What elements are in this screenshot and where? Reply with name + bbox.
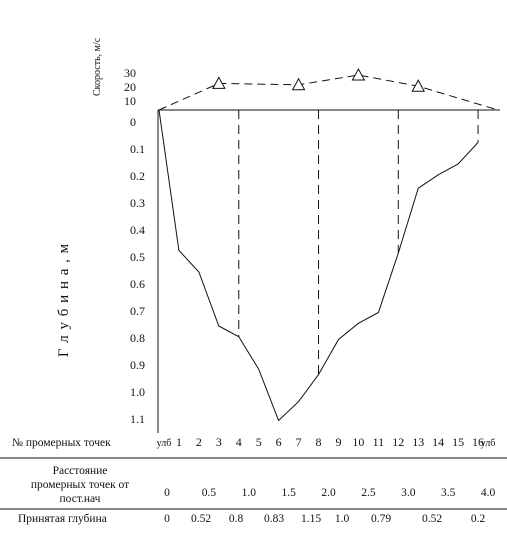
depth-value: 0.52 xyxy=(422,513,442,525)
speed-tick-20: 20 xyxy=(124,80,136,94)
distance-value: 0 xyxy=(164,487,170,499)
depth-axis-title: Г л у б и н а , м xyxy=(56,243,72,357)
speed-line xyxy=(158,74,499,111)
bed-line xyxy=(158,109,479,422)
point-number: 13 xyxy=(412,435,424,449)
point-number: 6 xyxy=(276,435,282,449)
depth-tick: 0.5 xyxy=(130,250,145,264)
depth-value: 1.0 xyxy=(335,513,350,525)
distance-value: 0.5 xyxy=(202,487,217,499)
depth-tick: 0.7 xyxy=(130,304,145,318)
point-number: 1 xyxy=(176,435,182,449)
depth-tick: 0.6 xyxy=(130,277,145,291)
point-number: улб xyxy=(157,438,172,449)
distance-value: 4.0 xyxy=(481,487,496,499)
speed-ticks: 30 20 10 xyxy=(124,66,136,108)
depth-tick: 1.1 xyxy=(130,412,145,426)
point-number: 14 xyxy=(432,435,444,449)
depth-value: 0.52 xyxy=(191,513,211,525)
accepted-depth-row: 0 0.52 0.8 0.83 1.15 1.0 0.79 0.52 0.2 xyxy=(164,513,485,525)
row-label-depth: Принятая глубина xyxy=(18,513,107,525)
speed-marker-triangle xyxy=(211,76,226,89)
distance-value: 2.0 xyxy=(321,487,336,499)
point-number: 8 xyxy=(316,435,322,449)
depth-value: 0.83 xyxy=(264,513,284,525)
measurement-verticals xyxy=(238,110,479,375)
depth-value: 1.15 xyxy=(301,513,321,525)
row-label-distance-1: Расстояние xyxy=(53,465,108,477)
depth-tick: 0.4 xyxy=(130,223,145,237)
speed-tick-30: 30 xyxy=(124,66,136,80)
point-number: 3 xyxy=(216,435,222,449)
point-number: 12 xyxy=(392,435,404,449)
speed-axis-title: Скорость, м/с xyxy=(92,37,103,96)
point-number: 15 xyxy=(452,435,464,449)
depth-ticks: 0 0.1 0.2 0.3 0.4 0.5 0.6 0.7 0.8 0.9 1.… xyxy=(130,115,145,426)
point-number: 16 xyxy=(472,435,484,449)
depth-tick: 0.3 xyxy=(130,196,145,210)
speed-tick-10: 10 xyxy=(124,94,136,108)
distance-value: 3.0 xyxy=(401,487,416,499)
point-number: 9 xyxy=(335,435,341,449)
point-number: 4 xyxy=(236,435,242,449)
distance-value: 1.0 xyxy=(242,487,257,499)
depth-tick: 0.8 xyxy=(130,331,145,345)
depth-tick: 0.2 xyxy=(130,169,145,183)
point-number: улб xyxy=(481,438,496,449)
depth-value: 0 xyxy=(164,513,170,525)
depth-tick: 0.9 xyxy=(130,358,145,372)
row-label-distance-3: пост.нач xyxy=(60,493,101,505)
depth-tick: 0 xyxy=(130,115,136,129)
distance-value: 1.5 xyxy=(281,487,296,499)
row-label-distance-2: промерных точек от xyxy=(31,479,129,491)
depth-tick: 1.0 xyxy=(130,385,145,399)
point-number: 10 xyxy=(352,435,364,449)
distance-value: 3.5 xyxy=(441,487,456,499)
depth-value: 0.79 xyxy=(371,513,391,525)
speed-marker-triangle xyxy=(351,67,366,81)
speed-marker-triangle xyxy=(291,77,306,91)
row-label-points: № промерных точек xyxy=(12,437,111,449)
point-number: 5 xyxy=(256,435,262,449)
distance-value: 2.5 xyxy=(361,487,376,499)
distance-row: 0 0.5 1.0 1.5 2.0 2.5 3.0 3.5 4.0 xyxy=(164,487,495,499)
point-number: 7 xyxy=(296,435,302,449)
speed-profile xyxy=(158,67,499,111)
depth-value: 0.8 xyxy=(229,513,244,525)
bed-profile xyxy=(158,109,479,422)
depth-tick: 0.1 xyxy=(130,142,145,156)
point-number: 2 xyxy=(196,435,202,449)
point-number: 11 xyxy=(373,435,385,449)
depth-value: 0.2 xyxy=(471,513,486,525)
speed-marker-triangle xyxy=(411,79,426,92)
